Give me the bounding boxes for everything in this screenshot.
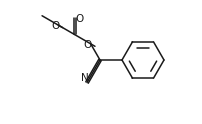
Text: N: N bbox=[81, 73, 88, 82]
Text: O: O bbox=[51, 21, 59, 31]
Text: O: O bbox=[83, 40, 91, 50]
Text: O: O bbox=[75, 15, 83, 24]
